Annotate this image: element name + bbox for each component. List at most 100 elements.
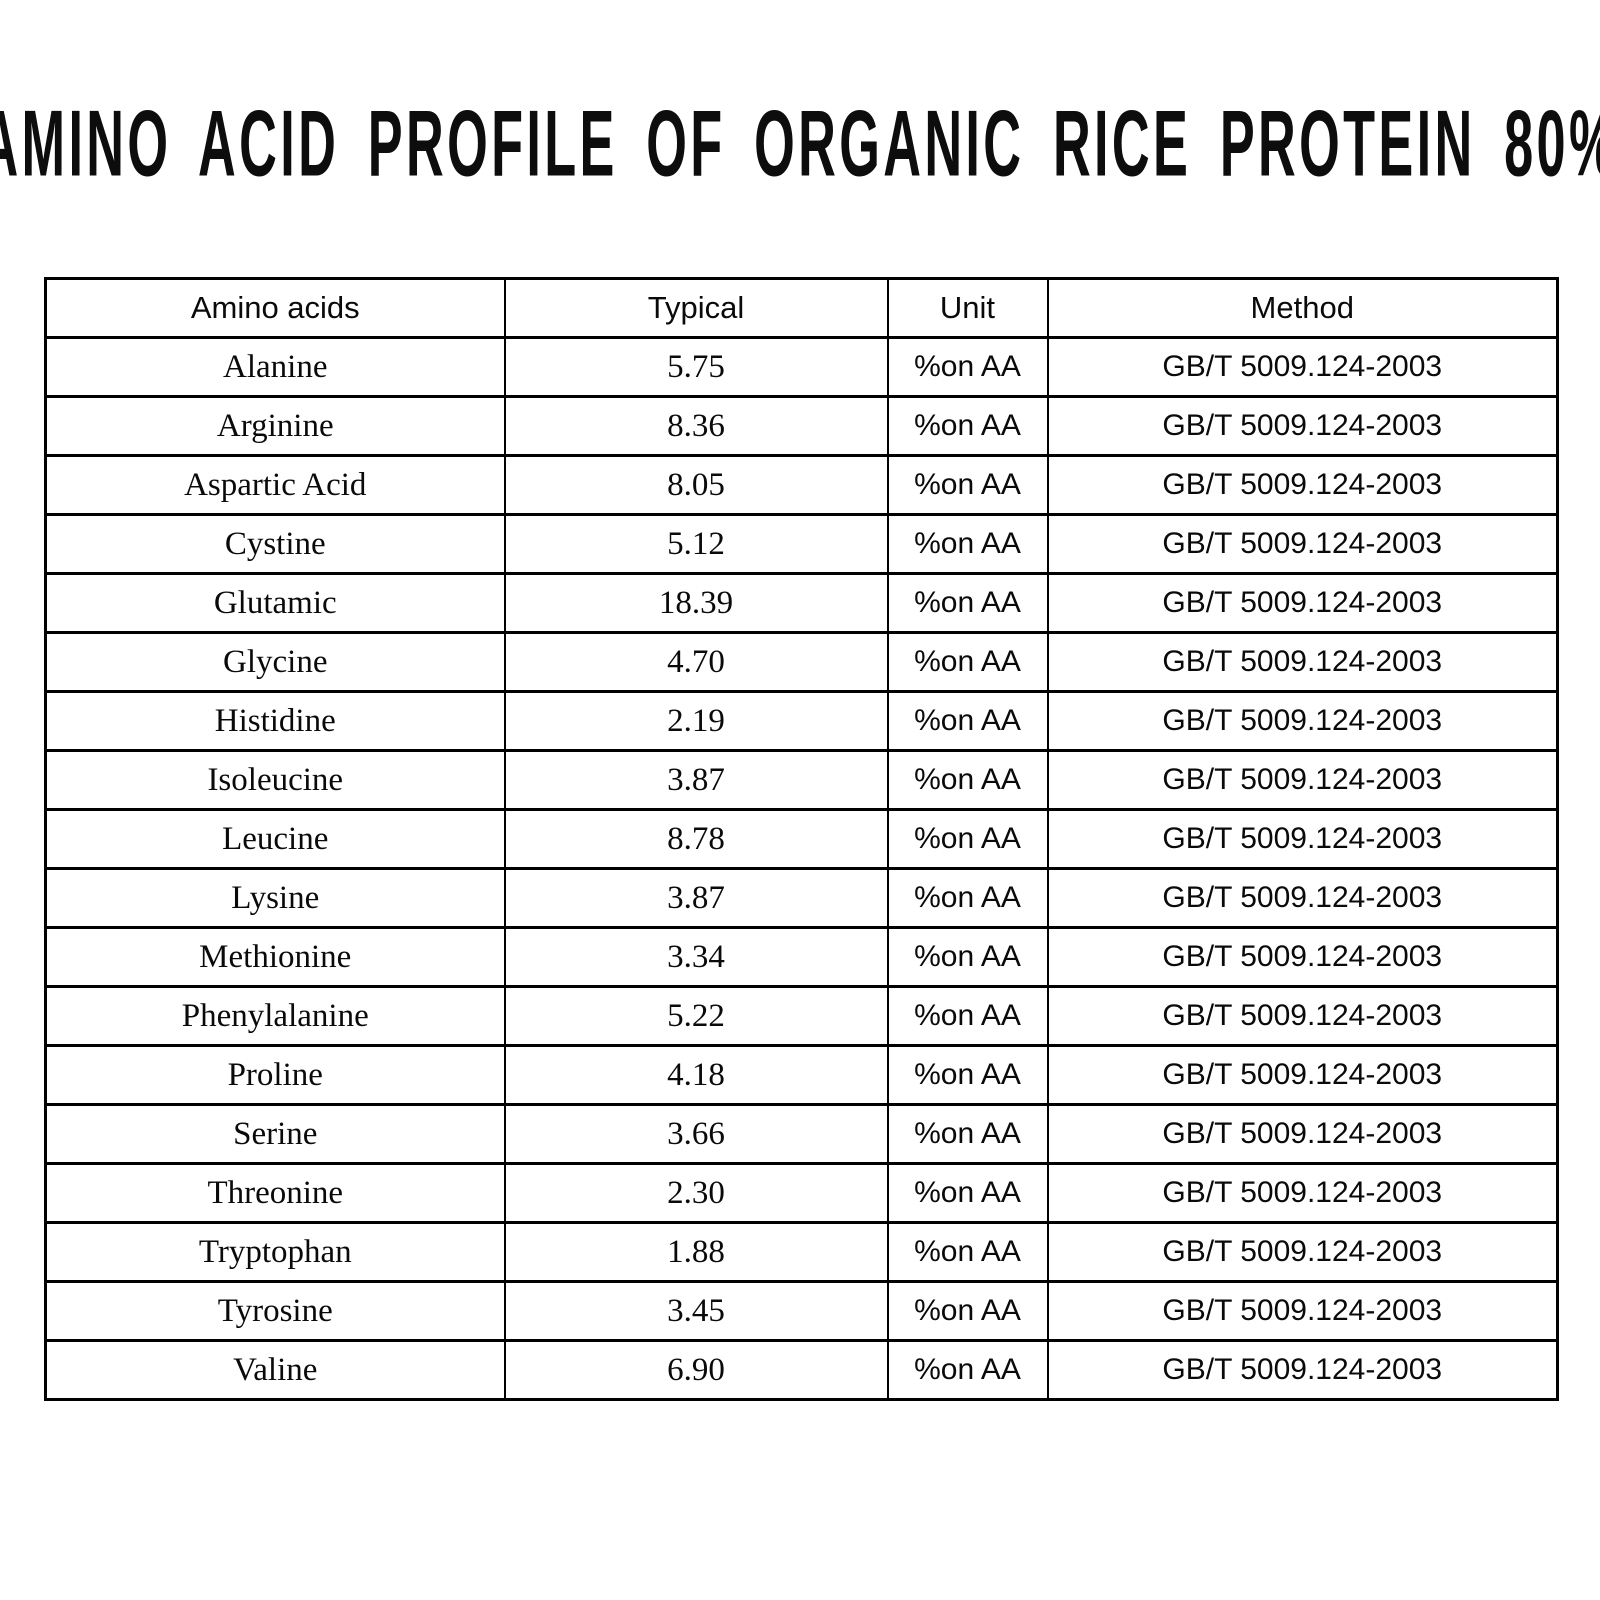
amino-acid-name: Isoleucine bbox=[44, 749, 506, 811]
table-row: Threonine 2.30 %on AA GB/T 5009.124-2003 bbox=[44, 1162, 1559, 1224]
method-value: GB/T 5009.124-2003 bbox=[1046, 513, 1559, 575]
unit-value: %on AA bbox=[886, 513, 1049, 575]
method-value: GB/T 5009.124-2003 bbox=[1046, 1162, 1559, 1224]
unit-value: %on AA bbox=[886, 1221, 1049, 1283]
table-row: Tryptophan 1.88 %on AA GB/T 5009.124-2003 bbox=[44, 1221, 1559, 1283]
amino-acid-name: Arginine bbox=[44, 395, 506, 457]
typical-value: 6.90 bbox=[503, 1339, 889, 1401]
amino-acid-name: Phenylalanine bbox=[44, 985, 506, 1047]
typical-value: 4.18 bbox=[503, 1044, 889, 1106]
table-row: Phenylalanine 5.22 %on AA GB/T 5009.124-200… bbox=[44, 985, 1559, 1047]
column-header-method: Method bbox=[1046, 277, 1559, 339]
table-row: Isoleucine 3.87 %on AA GB/T 5009.124-2003 bbox=[44, 749, 1559, 811]
table-row: Alanine 5.75 %on AA GB/T 5009.124-2003 bbox=[44, 336, 1559, 398]
table-row: Serine 3.66 %on AA GB/T 5009.124-2003 bbox=[44, 1103, 1559, 1165]
amino-acid-name: Tryptophan bbox=[44, 1221, 506, 1283]
method-value: GB/T 5009.124-2003 bbox=[1046, 572, 1559, 634]
typical-value: 8.36 bbox=[503, 395, 889, 457]
method-value: GB/T 5009.124-2003 bbox=[1046, 1044, 1559, 1106]
table-row: Valine 6.90 %on AA GB/T 5009.124-2003 bbox=[44, 1339, 1559, 1401]
typical-value: 8.78 bbox=[503, 808, 889, 870]
table-header: Amino acids Typical Unit Method bbox=[44, 277, 1559, 339]
column-header-typical: Typical bbox=[503, 277, 889, 339]
table-row: Arginine 8.36 %on AA GB/T 5009.124-2003 bbox=[44, 395, 1559, 457]
typical-value: 3.45 bbox=[503, 1280, 889, 1342]
table-row: Glycine 4.70 %on AA GB/T 5009.124-2003 bbox=[44, 631, 1559, 693]
typical-value: 4.70 bbox=[503, 631, 889, 693]
amino-acid-name: Aspartic Acid bbox=[44, 454, 506, 516]
typical-value: 2.30 bbox=[503, 1162, 889, 1224]
unit-value: %on AA bbox=[886, 631, 1049, 693]
typical-value: 1.88 bbox=[503, 1221, 889, 1283]
column-header-unit: Unit bbox=[886, 277, 1049, 339]
amino-acid-name: Valine bbox=[44, 1339, 506, 1401]
amino-acid-name: Lysine bbox=[44, 867, 506, 929]
page-title: AMINO ACID PROFILE OF ORGANIC RICE PROTE… bbox=[0, 89, 1600, 196]
amino-acid-name: Proline bbox=[44, 1044, 506, 1106]
method-value: GB/T 5009.124-2003 bbox=[1046, 1103, 1559, 1165]
method-value: GB/T 5009.124-2003 bbox=[1046, 985, 1559, 1047]
method-value: GB/T 5009.124-2003 bbox=[1046, 808, 1559, 870]
unit-value: %on AA bbox=[886, 867, 1049, 929]
amino-acid-name: Serine bbox=[44, 1103, 506, 1165]
amino-acid-name: Glycine bbox=[44, 631, 506, 693]
amino-acid-name: Tyrosine bbox=[44, 1280, 506, 1342]
table-row: Methionine 3.34 %on AA GB/T 5009.124-2003 bbox=[44, 926, 1559, 988]
unit-value: %on AA bbox=[886, 395, 1049, 457]
typical-value: 5.75 bbox=[503, 336, 889, 398]
typical-value: 3.87 bbox=[503, 867, 889, 929]
method-value: GB/T 5009.124-2003 bbox=[1046, 336, 1559, 398]
unit-value: %on AA bbox=[886, 808, 1049, 870]
method-value: GB/T 5009.124-2003 bbox=[1046, 454, 1559, 516]
method-value: GB/T 5009.124-2003 bbox=[1046, 926, 1559, 988]
unit-value: %on AA bbox=[886, 1280, 1049, 1342]
amino-acid-name: Glutamic bbox=[44, 572, 506, 634]
method-value: GB/T 5009.124-2003 bbox=[1046, 1280, 1559, 1342]
method-value: GB/T 5009.124-2003 bbox=[1046, 867, 1559, 929]
unit-value: %on AA bbox=[886, 1103, 1049, 1165]
typical-value: 8.05 bbox=[503, 454, 889, 516]
typical-value: 3.66 bbox=[503, 1103, 889, 1165]
column-header-amino-acids: Amino acids bbox=[44, 277, 506, 339]
typical-value: 3.34 bbox=[503, 926, 889, 988]
amino-acid-name: Cystine bbox=[44, 513, 506, 575]
unit-value: %on AA bbox=[886, 1044, 1049, 1106]
unit-value: %on AA bbox=[886, 1339, 1049, 1401]
unit-value: %on AA bbox=[886, 985, 1049, 1047]
typical-value: 5.22 bbox=[503, 985, 889, 1047]
amino-acid-name: Leucine bbox=[44, 808, 506, 870]
table-row: Lysine 3.87 %on AA GB/T 5009.124-2003 bbox=[44, 867, 1559, 929]
unit-value: %on AA bbox=[886, 926, 1049, 988]
method-value: GB/T 5009.124-2003 bbox=[1046, 749, 1559, 811]
method-value: GB/T 5009.124-2003 bbox=[1046, 395, 1559, 457]
table-row: Histidine 2.19 %on AA GB/T 5009.124-2003 bbox=[44, 690, 1559, 752]
method-value: GB/T 5009.124-2003 bbox=[1046, 1221, 1559, 1283]
typical-value: 18.39 bbox=[503, 572, 889, 634]
unit-value: %on AA bbox=[886, 1162, 1049, 1224]
table-body: Alanine 5.75 %on AA GB/T 5009.124-2003 Argin… bbox=[44, 336, 1559, 1401]
header-row: Amino acids Typical Unit Method bbox=[44, 277, 1559, 339]
table-row: Cystine 5.12 %on AA GB/T 5009.124-2003 bbox=[44, 513, 1559, 575]
unit-value: %on AA bbox=[886, 454, 1049, 516]
amino-acid-name: Alanine bbox=[44, 336, 506, 398]
table-row: Leucine 8.78 %on AA GB/T 5009.124-2003 bbox=[44, 808, 1559, 870]
unit-value: %on AA bbox=[886, 749, 1049, 811]
amino-acid-name: Histidine bbox=[44, 690, 506, 752]
typical-value: 3.87 bbox=[503, 749, 889, 811]
unit-value: %on AA bbox=[886, 336, 1049, 398]
amino-acid-name: Threonine bbox=[44, 1162, 506, 1224]
title-wrap: AMINO ACID PROFILE OF ORGANIC RICE PROTE… bbox=[0, 88, 1600, 198]
amino-acid-name: Methionine bbox=[44, 926, 506, 988]
typical-value: 2.19 bbox=[503, 690, 889, 752]
unit-value: %on AA bbox=[886, 572, 1049, 634]
amino-acid-table: Amino acids Typical Unit Method Alanine 5… bbox=[44, 277, 1559, 1401]
method-value: GB/T 5009.124-2003 bbox=[1046, 1339, 1559, 1401]
method-value: GB/T 5009.124-2003 bbox=[1046, 631, 1559, 693]
method-value: GB/T 5009.124-2003 bbox=[1046, 690, 1559, 752]
table-row: Tyrosine 3.45 %on AA GB/T 5009.124-2003 bbox=[44, 1280, 1559, 1342]
typical-value: 5.12 bbox=[503, 513, 889, 575]
table-row: Aspartic Acid 8.05 %on AA GB/T 5009.124-200… bbox=[44, 454, 1559, 516]
unit-value: %on AA bbox=[886, 690, 1049, 752]
table-row: Proline 4.18 %on AA GB/T 5009.124-2003 bbox=[44, 1044, 1559, 1106]
